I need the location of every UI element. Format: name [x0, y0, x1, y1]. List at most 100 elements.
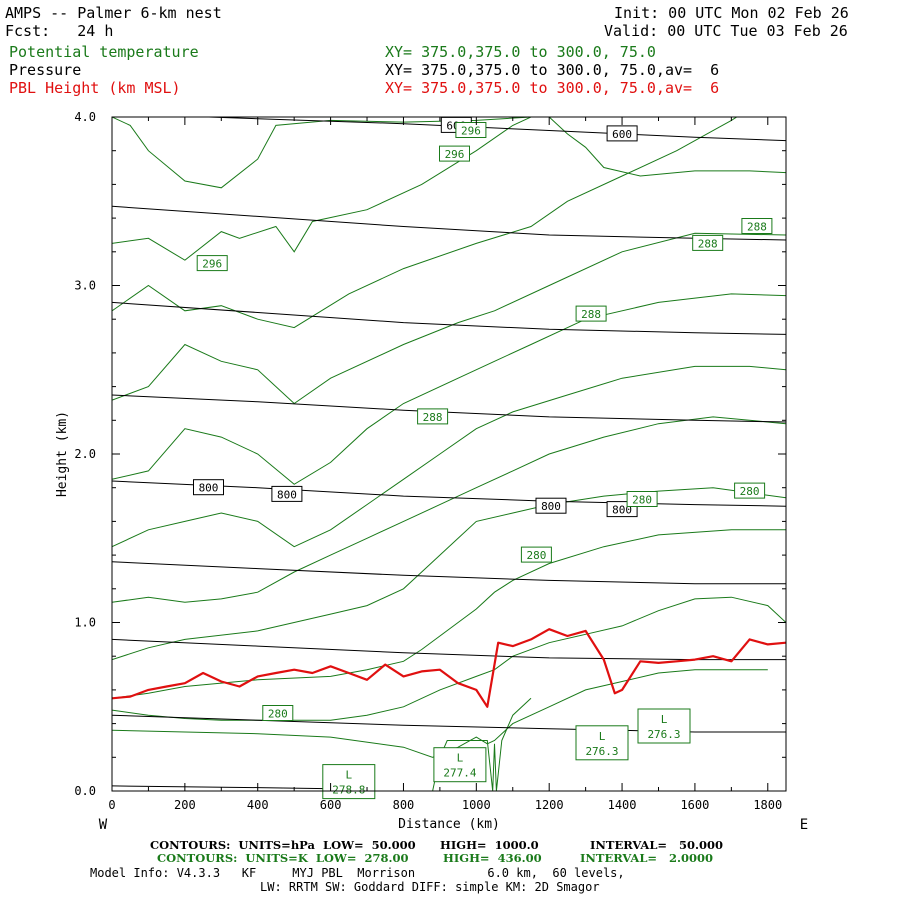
low-center-label: L 277.4 [433, 747, 487, 783]
x-tick-label: 0 [108, 798, 115, 812]
contour-label-text: 280 [268, 708, 288, 721]
legend-pbl-xy: XY= 375.0,375.0 to 300.0, 75.0,av= 6 [385, 79, 720, 97]
contour-label-text: 288 [747, 221, 767, 234]
pbl-height-series [112, 628, 786, 708]
footer-pressure-contours: CONTOURS: UNITS=hPa LOW= 50.000 [150, 838, 416, 852]
x-tick-label: 1000 [462, 798, 491, 812]
legend-theta-xy: XY= 375.0,375.0 to 300.0, 75.0 [385, 43, 656, 61]
x-tick-label: 1800 [753, 798, 782, 812]
plot-frame [111, 116, 787, 792]
theta-contour-label: 280 [520, 546, 552, 563]
axes: 0 200 400 600 800 1000 1200 1400 1600 1800 0.0 1.0 2… [55, 110, 808, 833]
footer-pressure-high: HIGH= 1000.0 [440, 838, 539, 852]
pressure-contour-750 [112, 394, 786, 423]
pbl-height-line [112, 628, 786, 708]
footer-physics-info: LW: RRTM SW: Goddard DIFF: simple KM: 2D… [260, 880, 600, 894]
theta-contour-280 [112, 596, 786, 721]
low-letter: L [661, 713, 668, 726]
theta-contour-294 [112, 117, 738, 329]
pressure-contour-800 [112, 480, 786, 507]
low-value: 278.8 [332, 784, 365, 797]
footer-theta-high: HIGH= 436.00 [443, 851, 542, 865]
y-tick-label: 4.0 [74, 110, 96, 124]
chart-title: AMPS -- Palmer 6-km nest [5, 4, 222, 22]
theta-contour-label: 296 [196, 255, 228, 272]
pressure-contour-label: 600 [606, 125, 638, 142]
y-tick-label: 0.0 [74, 784, 96, 798]
low-center-label: L 276.3 [575, 725, 629, 761]
contour-label-text: 288 [423, 411, 443, 424]
pressure-contour-650 [112, 205, 786, 241]
theta-contour-290 [112, 293, 786, 485]
legend-theta-name: Potential temperature [9, 43, 199, 61]
legend-pbl-name: PBL Height (km MSL) [9, 79, 181, 97]
contour-label-text: 800 [541, 500, 561, 513]
pressure-contours [112, 117, 786, 790]
x-axis-label: Distance (km) [398, 817, 500, 832]
low-center-label: L 278.8 [322, 764, 376, 800]
theta-contour-label: 296 [455, 122, 487, 138]
theta-contour-label: 288 [575, 305, 607, 322]
contour-label-text: 600 [612, 128, 632, 141]
y-axis-label: Height (km) [55, 411, 70, 497]
low-letter: L [599, 730, 606, 743]
x-tick-label: 1400 [608, 798, 637, 812]
contour-label-text: 288 [698, 237, 718, 250]
x-tick-label: 400 [247, 798, 269, 812]
valid-time: Valid: 00 UTC Tue 03 Feb 26 [604, 22, 848, 40]
y-tick-label: 1.0 [74, 616, 96, 630]
contour-label-text: 296 [461, 125, 481, 138]
pressure-contour-label: 800 [535, 497, 567, 514]
legend-pressure-xy: XY= 375.0,375.0 to 300.0, 75.0,av= 6 [385, 61, 720, 79]
contour-label-text: 296 [445, 148, 465, 161]
contour-label-text: 800 [199, 482, 219, 495]
y-tick-label: 3.0 [74, 279, 96, 293]
theta-contour-296 [112, 117, 533, 261]
x-tick-label: 800 [393, 798, 415, 812]
pressure-contour-850 [112, 561, 786, 585]
contour-labels: 6006008008008008002962962962882882882882… [193, 116, 773, 800]
theta-contour-292 [112, 232, 786, 405]
footer-theta-interval: INTERVAL= 2.0000 [580, 851, 714, 865]
pressure-contour-950 [112, 714, 786, 733]
pressure-contour-900 [112, 638, 786, 661]
x-tick-label: 1200 [535, 798, 564, 812]
low-letter: L [457, 752, 464, 765]
contour-label-text: 280 [632, 494, 652, 507]
theta-contour-label: 288 [741, 218, 773, 234]
low-value: 276.3 [647, 728, 680, 741]
theta-contour-label: 288 [417, 408, 449, 425]
theta-contour-label: 288 [692, 234, 724, 251]
contour-label-text: 280 [740, 485, 760, 498]
theta-contour-288 [112, 365, 786, 548]
east-label: E [800, 817, 808, 833]
footer-theta-contours: CONTOURS: UNITS=K LOW= 278.00 [157, 851, 409, 865]
low-value: 277.4 [443, 767, 476, 780]
theta-contour-284 [112, 487, 786, 661]
footer-model-info: Model Info: V4.3.3 KF MYJ PBL Morrison 6… [90, 866, 625, 880]
x-tick-label: 600 [320, 798, 342, 812]
theta-contour-286 [112, 416, 786, 603]
contour-label-text: 800 [277, 488, 297, 501]
theta-contour-276 [432, 697, 532, 791]
theta-contour-label: 280 [734, 482, 766, 499]
y-tick-label: 2.0 [74, 447, 96, 461]
theta-contour-label: 280 [626, 491, 658, 507]
legend-pressure-name: Pressure [9, 61, 82, 79]
contour-label-text: 280 [526, 549, 546, 562]
x-tick-label: 200 [174, 798, 196, 812]
west-label: W [99, 817, 108, 833]
pressure-contour-700 [112, 301, 786, 335]
theta-contour-282 [112, 529, 786, 699]
footer-pressure-interval: INTERVAL= 50.000 [590, 838, 724, 852]
theta-contour-label: 280 [262, 705, 294, 721]
init-time: Init: 00 UTC Mon 02 Feb 26 [614, 4, 849, 22]
theta-contour-label: 296 [439, 145, 470, 162]
pressure-contour-label: 800 [193, 479, 224, 496]
theta-contour-278 [112, 669, 768, 758]
contour-label-text: 296 [202, 258, 222, 271]
low-value: 276.3 [585, 745, 618, 758]
contour-label-text: 288 [581, 308, 601, 321]
low-letter: L [345, 769, 352, 782]
